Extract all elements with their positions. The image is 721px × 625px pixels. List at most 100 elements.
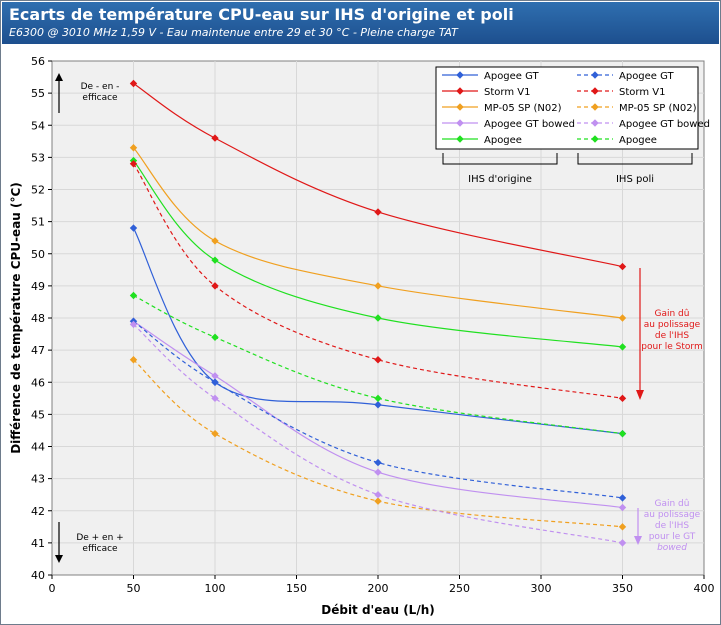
legend-mp-05-sp-n02--poli-marker xyxy=(591,103,599,111)
y-tick-label: 56 xyxy=(31,55,45,68)
annotation-gt-gain-line: au polissage xyxy=(644,510,701,520)
legend-group-poli-bracket xyxy=(577,153,693,165)
y-tick-label: 43 xyxy=(31,473,45,486)
series-storm-v1-poli-point xyxy=(129,160,138,168)
chart-subtitle: E6300 @ 3010 MHz 1,59 V - Eau maintenue … xyxy=(9,26,458,39)
legend-apogee-gt-bowed-poli-label: Apogee GT bowed xyxy=(619,119,710,130)
series-storm-v1-poli-point xyxy=(618,394,627,403)
y-tick-label: 42 xyxy=(31,505,45,518)
legend-mp-05-sp-n02--origine-marker xyxy=(456,103,464,111)
x-axis-label: Débit d'eau (L/h) xyxy=(321,603,434,617)
annotation-bottom-left-line: De + en + xyxy=(76,533,123,543)
y-tick-label: 47 xyxy=(31,344,45,357)
legend-apogee-gt-bowed-origine-marker xyxy=(456,119,464,127)
series-storm-v1-origine-point xyxy=(618,262,627,271)
legend-storm-v1-poli-label: Storm V1 xyxy=(619,87,665,98)
y-tick-label: 49 xyxy=(31,280,45,293)
series-apogee-gt-bowed-origine-point xyxy=(618,503,627,512)
legend-apogee-gt-origine-label: Apogee GT xyxy=(484,71,540,82)
y-tick-label: 48 xyxy=(31,312,45,325)
series-mp-05-sp-n02--poli-point xyxy=(211,429,219,438)
legend-apogee-gt-poli-marker xyxy=(591,71,599,79)
legend-mp-05-sp-n02--poli-label: MP-05 SP (N02) xyxy=(619,103,697,114)
x-tick-label: 250 xyxy=(449,582,470,595)
efficiency-down-arrow-head xyxy=(55,555,63,563)
series-storm-v1-poli-line xyxy=(133,163,623,399)
y-tick-label: 55 xyxy=(31,87,45,100)
series-mp-05-sp-n02--poli-point xyxy=(129,356,138,364)
x-tick-label: 50 xyxy=(127,582,141,595)
x-tick-label: 0 xyxy=(49,582,56,595)
series-apogee-gt-poli-point xyxy=(618,494,627,502)
series-mp-05-sp-n02--origine-line xyxy=(133,147,623,319)
legend-group-origine-bracket xyxy=(442,153,558,165)
annotation-top-left-line: efficace xyxy=(82,93,118,103)
series-apogee-gt-poli-point xyxy=(374,458,382,467)
legend-apogee-poli-marker xyxy=(591,135,599,143)
x-tick-label: 350 xyxy=(612,582,633,595)
series-apogee-origine-point xyxy=(211,256,219,264)
legend-box xyxy=(435,66,699,150)
y-tick-label: 41 xyxy=(31,537,45,550)
legend-apogee-gt-origine-marker xyxy=(456,71,464,79)
series-apogee-gt-bowed-poli-point xyxy=(618,539,627,547)
series-mp-05-sp-n02--origine-point xyxy=(211,237,219,245)
x-tick-label: 300 xyxy=(531,582,552,595)
legend-storm-v1-origine-marker xyxy=(456,87,464,95)
series-storm-v1-origine-point xyxy=(211,134,219,142)
x-tick-label: 100 xyxy=(205,582,226,595)
series-apogee-gt-origine-line xyxy=(132,227,623,435)
annotation-gt-gain-line: de l'IHS xyxy=(655,521,690,531)
annotation-gt-gain-line: Gain dû xyxy=(655,499,690,509)
legend-group-origine-label: IHS d'origine xyxy=(468,174,532,185)
series-apogee-gt-origine-point xyxy=(374,401,382,409)
annotation-storm-gain-line: Gain dû xyxy=(655,309,690,319)
title-banner: Ecarts de température CPU-eau sur IHS d'… xyxy=(2,2,719,44)
series-apogee-gt-bowed-origine-line xyxy=(133,320,623,509)
series-apogee-gt-bowed-origine-point xyxy=(374,468,382,476)
series-apogee-origine-line xyxy=(133,160,623,348)
chart-title: Ecarts de température CPU-eau sur IHS d'… xyxy=(9,5,514,24)
series-storm-v1-poli-point xyxy=(211,282,219,290)
legend-apogee-gt-bowed-origine-label: Apogee GT bowed xyxy=(484,119,575,130)
y-tick-label: 45 xyxy=(31,408,45,421)
series-apogee-gt-bowed-poli-point xyxy=(129,320,138,329)
annotation-storm-gain-line: au polissage xyxy=(644,320,701,330)
annotation-gt-gain-line: bowed xyxy=(657,543,687,553)
series-apogee-poli-point xyxy=(618,429,627,438)
y-tick-label: 50 xyxy=(31,248,45,261)
legend-apogee-origine-label: Apogee xyxy=(484,135,522,146)
efficiency-up-arrow-head xyxy=(55,73,63,81)
series-storm-v1-origine-line xyxy=(133,82,623,268)
legend-storm-v1-poli-marker xyxy=(591,87,599,95)
series-apogee-origine-point xyxy=(618,343,627,351)
legend-apogee-origine-marker xyxy=(456,135,464,143)
legend-storm-v1-origine-label: Storm V1 xyxy=(484,87,530,98)
legend-mp-05-sp-n02--origine-label: MP-05 SP (N02) xyxy=(484,103,562,114)
series-apogee-poli-point xyxy=(374,394,382,403)
series-apogee-poli-point xyxy=(211,333,219,341)
gt-gain-arrow-head xyxy=(634,536,642,545)
annotation-bottom-left-line: efficace xyxy=(82,544,118,554)
series-mp-05-sp-n02--origine-point xyxy=(374,282,382,290)
annotation-gt-gain-line: pour le GT xyxy=(649,532,696,542)
annotation-storm-gain-line: pour le Storm xyxy=(641,342,702,352)
x-tick-label: 200 xyxy=(368,582,389,595)
y-tick-label: 51 xyxy=(31,216,45,229)
series-apogee-gt-poli-line xyxy=(133,320,623,499)
series-storm-v1-origine-point xyxy=(374,208,382,216)
y-axis-label: Différence de température CPU-eau (°C) xyxy=(9,182,23,454)
annotation-storm-gain-line: de l'IHS xyxy=(655,331,690,341)
series-apogee-gt-poli-point xyxy=(211,378,219,386)
y-tick-label: 44 xyxy=(31,441,45,454)
legend-group-poli-label: IHS poli xyxy=(616,174,654,185)
series-mp-05-sp-n02--poli-line xyxy=(133,359,623,528)
series-apogee-gt-bowed-poli-point xyxy=(374,490,382,499)
series-apogee-origine-point xyxy=(374,314,382,322)
x-tick-label: 400 xyxy=(694,582,715,595)
series-storm-v1-origine-point xyxy=(129,79,138,88)
y-tick-label: 53 xyxy=(31,151,45,164)
storm-gain-arrow-head xyxy=(636,390,644,400)
series-apogee-poli-line xyxy=(133,294,623,435)
